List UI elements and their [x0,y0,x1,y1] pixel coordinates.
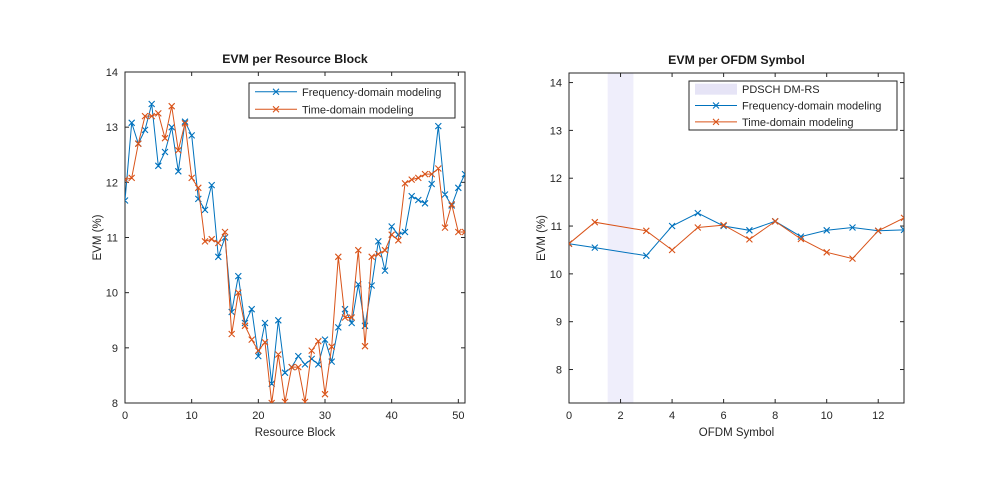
y-tick-label: 10 [550,269,562,281]
x-tick-label: 8 [772,410,778,422]
x-tick-label: 6 [721,410,727,422]
x-tick-label: 4 [669,410,675,422]
chart-evm-per-resource-block: 0 10 20 30 40 50 8 9 10 11 12 13 14 EVM per Resource … [92,52,466,439]
y-tick-label: 13 [550,125,562,137]
x-axis-label: Resource Block [255,427,336,439]
legend-label: Frequency-domain modeling [302,87,441,99]
chart-evm-per-ofdm-symbol: 0 2 4 6 8 10 12 8 9 10 11 12 13 14 EVM per OFDM Symbol… [536,53,905,439]
y-tick-label: 8 [112,398,118,410]
y-axis-label: EVM (%) [92,214,104,260]
series-line-frequency-domain-modeling [125,103,465,384]
axes-box [124,71,466,404]
chart-title: EVM per Resource Block [222,52,368,66]
chart-title: EVM per OFDM Symbol [668,53,805,67]
y-tick-label: 10 [106,288,118,300]
dmrs-band [607,73,634,403]
y-tick-label: 9 [556,317,562,329]
x-tick-label: 0 [122,410,128,422]
y-tick-label: 14 [550,78,562,90]
y-tick-label: 14 [106,67,118,79]
legend-label: Time-domain modeling [302,104,413,116]
y-tick-label: 9 [112,343,118,355]
x-tick-label: 12 [872,410,884,422]
x-tick-label: 20 [252,410,264,422]
y-tick-label: 12 [550,173,562,185]
y-tick-label: 8 [556,365,562,377]
x-tick-label: 10 [821,410,833,422]
y-axis-label: EVM (%) [536,215,548,261]
legend-swatch-marker [712,102,720,109]
x-tick-label: 0 [566,410,572,422]
x-tick-label: 30 [319,410,331,422]
legend-swatch-marker [272,88,280,96]
series-markers-frequency-domain-modeling [125,100,465,388]
x-tick-label: 2 [617,410,623,422]
x-tick-label: 50 [452,410,464,422]
legend: PDSCH DM-RS Frequency-domain modeling Time… [688,80,898,131]
legend-swatch-patch [695,83,737,95]
x-tick-label: 40 [386,410,398,422]
x-tick-label: 10 [186,410,198,422]
legend-label: Frequency-domain modeling [742,101,881,113]
series-markers-time-domain-modeling [125,102,465,403]
series-markers-time-domain-modeling [569,214,904,262]
legend-box [248,82,456,119]
y-tick-label: 11 [551,221,562,233]
legend-swatch-marker [712,118,720,126]
series-line-time-domain-modeling [125,106,465,403]
y-tick-label: 11 [107,233,118,245]
y-tick-label: 12 [106,177,118,189]
legend: Frequency-domain modeling Time-domain mod… [248,82,456,119]
axes-box [568,72,905,404]
legend-label: PDSCH DM-RS [742,84,820,96]
legend-label: Time-domain modeling [742,117,853,129]
y-tick-label: 13 [106,122,118,134]
x-axis-label: OFDM Symbol [699,427,774,439]
legend-swatch-marker [272,105,280,113]
